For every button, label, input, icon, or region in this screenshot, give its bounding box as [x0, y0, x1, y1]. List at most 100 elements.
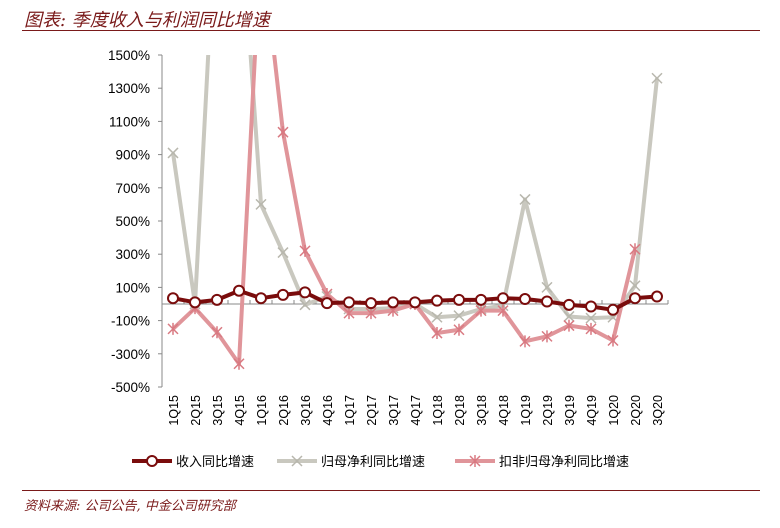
circle-marker-icon — [167, 292, 179, 305]
asterisk-marker-icon — [299, 244, 311, 257]
x-marker-icon — [519, 193, 531, 205]
circle-marker-icon — [233, 284, 245, 297]
circle-marker-icon — [607, 303, 619, 316]
circle-marker-icon — [365, 297, 377, 310]
chart-title: 图表: 季度收入与利润同比增速 — [24, 10, 270, 31]
asterisk-marker-icon — [519, 335, 531, 348]
x-tick-label: 4Q19 — [585, 395, 599, 426]
circle-marker-icon — [629, 292, 641, 305]
asterisk-marker-icon — [233, 357, 245, 370]
x-tick-label: 3Q18 — [475, 395, 489, 426]
x-tick-label: 2Q17 — [365, 395, 379, 426]
x-marker-icon — [167, 147, 179, 159]
y-tick-label: 700% — [115, 181, 150, 196]
circle-marker-icon — [563, 298, 575, 311]
legend: 收入同比增速 归母净利同比增速 扣非归母净利同比增速 — [132, 454, 629, 469]
asterisk-marker-icon — [469, 455, 481, 467]
y-tick-label: 900% — [115, 148, 150, 163]
x-marker-icon — [255, 198, 267, 210]
asterisk-marker-icon — [585, 322, 597, 335]
x-marker-icon — [629, 280, 641, 292]
circle-marker-icon — [541, 295, 553, 308]
x-tick-label: 1Q16 — [255, 395, 269, 426]
circle-marker-icon — [146, 455, 158, 467]
series-0 — [167, 284, 663, 316]
circle-marker-icon — [651, 290, 663, 303]
y-tick-label: -100% — [111, 314, 150, 329]
asterisk-marker-icon — [277, 126, 289, 139]
x-tick-label: 2Q16 — [277, 395, 291, 426]
x-tick-label: 4Q16 — [321, 395, 335, 426]
circle-marker-icon — [189, 296, 201, 309]
x-tick-label: 3Q19 — [563, 395, 577, 426]
y-tick-label: -500% — [111, 380, 150, 395]
y-axis: 1500% 1300% 1100% 900% 700% 500% 300% 100% -100%… — [108, 48, 163, 395]
x-tick-label: 3Q20 — [651, 395, 665, 426]
footer-divider — [22, 490, 760, 491]
x-tick-label: 1Q15 — [167, 395, 181, 426]
asterisk-marker-icon — [541, 330, 553, 343]
y-tick-label: 1300% — [108, 81, 150, 96]
x-tick-label: 1Q17 — [343, 395, 357, 426]
x-tick-label: 2Q19 — [541, 395, 555, 426]
x-tick-label: 4Q15 — [233, 395, 247, 426]
x-tick-label: 1Q18 — [431, 395, 445, 426]
x-marker-icon — [277, 247, 289, 259]
circle-marker-icon — [211, 293, 223, 306]
circle-marker-icon — [519, 293, 531, 306]
y-tick-label: 300% — [115, 247, 150, 262]
source-note: 资料来源: 公司公告, 中金公司研究部 — [24, 499, 236, 514]
asterisk-marker-icon — [453, 323, 465, 336]
legend-item-1: 归母净利同比增速 — [277, 454, 425, 469]
y-tick-label: 100% — [115, 280, 150, 295]
asterisk-marker-icon — [167, 322, 179, 335]
circle-marker-icon — [409, 296, 421, 309]
asterisk-marker-icon — [629, 243, 641, 256]
y-tick-label: -300% — [111, 347, 150, 362]
x-marker-icon — [541, 281, 553, 293]
asterisk-marker-icon — [563, 319, 575, 332]
circle-marker-icon — [475, 293, 487, 306]
x-marker-icon — [563, 310, 575, 322]
asterisk-marker-icon — [343, 307, 355, 320]
title-divider — [22, 30, 760, 31]
x-axis: 1Q15 2Q15 3Q15 4Q15 1Q16 2Q16 3Q16 4Q16 1Q17 2Q17… — [162, 300, 669, 426]
y-tick-label: 1500% — [108, 48, 150, 63]
x-tick-label: 2Q20 — [629, 395, 643, 426]
x-marker-icon — [291, 455, 303, 467]
legend-label: 归母净利同比增速 — [321, 454, 425, 469]
series-2 — [167, 55, 641, 370]
circle-marker-icon — [277, 288, 289, 301]
circle-marker-icon — [585, 300, 597, 313]
circle-marker-icon — [255, 292, 267, 305]
asterisk-marker-icon — [607, 334, 619, 347]
x-marker-icon — [651, 72, 663, 84]
circle-marker-icon — [497, 292, 509, 305]
x-tick-label: 3Q15 — [211, 395, 225, 426]
x-marker-icon — [431, 311, 443, 323]
x-tick-label: 1Q19 — [519, 395, 533, 426]
y-tick-label: 500% — [115, 214, 150, 229]
x-tick-label: 4Q18 — [497, 395, 511, 426]
legend-item-2: 扣非归母净利同比增速 — [455, 454, 629, 469]
x-marker-icon — [453, 310, 465, 322]
asterisk-marker-icon — [497, 304, 509, 317]
x-marker-icon — [585, 312, 597, 324]
x-marker-icon — [299, 299, 311, 311]
circle-marker-icon — [453, 293, 465, 306]
circle-marker-icon — [387, 296, 399, 309]
circle-marker-icon — [431, 294, 443, 307]
x-tick-label: 3Q17 — [387, 395, 401, 426]
series-line — [171, 55, 637, 366]
legend-label: 收入同比增速 — [176, 454, 254, 469]
x-tick-label: 2Q18 — [453, 395, 467, 426]
asterisk-marker-icon — [431, 327, 443, 340]
asterisk-marker-icon — [211, 326, 223, 339]
circle-marker-icon — [299, 286, 311, 299]
legend-label: 扣非归母净利同比增速 — [499, 454, 629, 469]
asterisk-marker-icon — [475, 304, 487, 317]
circle-marker-icon — [321, 297, 333, 310]
y-tick-label: 1100% — [109, 114, 150, 129]
x-tick-label: 1Q20 — [607, 395, 621, 426]
